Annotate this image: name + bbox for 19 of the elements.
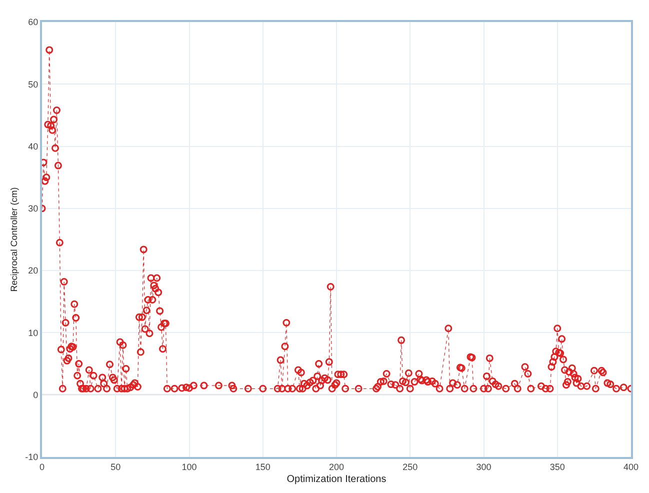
x-axis-title: Optimization Iterations	[286, 474, 386, 485]
y-tick-label: 10	[28, 328, 38, 338]
x-tick-label: 350	[550, 462, 565, 472]
x-tick-label: 50	[110, 462, 121, 472]
x-tick-label: 150	[255, 462, 270, 472]
y-axis-title: Reciprocal Controller (cm)	[9, 187, 20, 292]
x-tick-label: 200	[328, 462, 344, 472]
x-tick-label: 250	[402, 462, 418, 472]
y-tick-label: 30	[28, 204, 38, 214]
y-tick-label: -10	[25, 452, 38, 462]
x-tick-label: 400	[623, 462, 639, 472]
y-tick-label: 40	[28, 141, 38, 152]
x-tick-label: 100	[182, 462, 197, 472]
y-tick-label: 0	[33, 390, 38, 400]
y-tick-label: 20	[28, 266, 38, 276]
y-tick-label: 50	[28, 79, 38, 90]
x-tick-label: 0	[39, 462, 45, 472]
y-tick-label: 60	[28, 17, 38, 28]
x-tick-label: 300	[476, 462, 492, 472]
